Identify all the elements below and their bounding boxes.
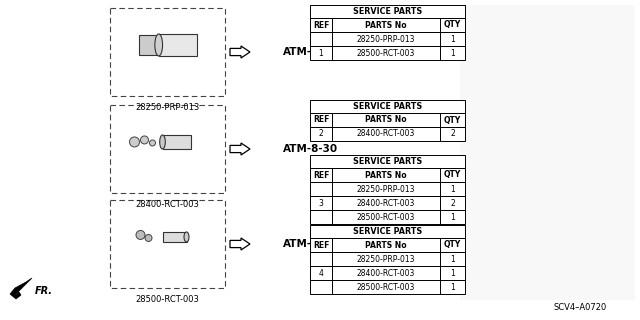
Circle shape — [145, 235, 152, 242]
Bar — [310, 238, 465, 252]
Text: 1: 1 — [450, 185, 455, 194]
Bar — [163, 135, 191, 149]
Text: 4: 4 — [319, 268, 323, 277]
Text: 28400-RCT-003: 28400-RCT-003 — [136, 200, 200, 209]
Text: 28250-PRP-013: 28250-PRP-013 — [356, 254, 415, 263]
Text: 28500-RCT-003: 28500-RCT-003 — [357, 212, 415, 221]
Text: 28400-RCT-003: 28400-RCT-003 — [357, 268, 415, 277]
Text: QTY: QTY — [444, 116, 461, 124]
Text: SERVICE PARTS: SERVICE PARTS — [353, 102, 422, 111]
Bar — [159, 34, 196, 56]
Bar — [310, 127, 465, 141]
Text: SERVICE PARTS: SERVICE PARTS — [353, 157, 422, 166]
Text: 1: 1 — [450, 212, 455, 221]
Circle shape — [150, 140, 156, 146]
Text: PARTS No: PARTS No — [365, 241, 407, 250]
Text: PARTS No: PARTS No — [365, 116, 407, 124]
Text: 28500-RCT-003: 28500-RCT-003 — [357, 283, 415, 292]
Bar — [310, 280, 465, 294]
Text: REF: REF — [313, 20, 329, 29]
Text: 2: 2 — [450, 198, 455, 207]
Bar — [310, 18, 465, 32]
Polygon shape — [230, 143, 250, 155]
Text: 1: 1 — [450, 49, 455, 58]
Text: SERVICE PARTS: SERVICE PARTS — [353, 7, 422, 16]
Bar — [310, 100, 465, 113]
Bar — [310, 196, 465, 210]
Text: QTY: QTY — [444, 20, 461, 29]
Text: 28400-RCT-003: 28400-RCT-003 — [357, 198, 415, 207]
Text: 3: 3 — [319, 198, 323, 207]
Text: 28500-RCT-003: 28500-RCT-003 — [136, 295, 200, 304]
Bar — [310, 210, 465, 224]
Text: 28250-PRP-013: 28250-PRP-013 — [356, 185, 415, 194]
Bar — [310, 252, 465, 266]
Bar — [310, 32, 465, 46]
Text: ATM-8-30: ATM-8-30 — [283, 144, 338, 154]
Polygon shape — [230, 46, 250, 58]
Text: 1: 1 — [450, 254, 455, 263]
Text: ATM-8-30: ATM-8-30 — [283, 239, 338, 249]
Text: ATM-7-10: ATM-7-10 — [283, 47, 339, 57]
Text: SCV4–A0720: SCV4–A0720 — [554, 303, 607, 312]
Bar — [110, 200, 225, 288]
Text: 1: 1 — [450, 268, 455, 277]
Bar — [163, 232, 186, 242]
Ellipse shape — [160, 135, 165, 149]
Polygon shape — [10, 278, 32, 299]
Bar — [460, 5, 635, 300]
Bar — [310, 46, 465, 60]
Bar — [310, 5, 465, 18]
Text: QTY: QTY — [444, 241, 461, 250]
Bar — [310, 182, 465, 196]
Text: 1: 1 — [450, 35, 455, 44]
Text: REF: REF — [313, 116, 329, 124]
Polygon shape — [230, 238, 250, 250]
Text: 1: 1 — [319, 49, 323, 58]
Text: 28250-PRP-013: 28250-PRP-013 — [356, 35, 415, 44]
Text: 2: 2 — [450, 130, 455, 139]
Circle shape — [136, 230, 145, 239]
Text: REF: REF — [313, 171, 329, 180]
Text: PARTS No: PARTS No — [365, 171, 407, 180]
Text: PARTS No: PARTS No — [365, 20, 407, 29]
Text: 28400-RCT-003: 28400-RCT-003 — [357, 130, 415, 139]
Text: QTY: QTY — [444, 171, 461, 180]
Circle shape — [141, 136, 148, 144]
Text: 28500-RCT-003: 28500-RCT-003 — [357, 49, 415, 58]
Text: FR.: FR. — [35, 286, 53, 296]
Text: 28250-PRP-013: 28250-PRP-013 — [136, 103, 200, 112]
Text: SERVICE PARTS: SERVICE PARTS — [353, 227, 422, 236]
Bar — [310, 225, 465, 238]
Circle shape — [129, 137, 140, 147]
Text: REF: REF — [313, 241, 329, 250]
Text: 1: 1 — [450, 283, 455, 292]
Ellipse shape — [184, 232, 189, 242]
FancyBboxPatch shape — [139, 35, 159, 55]
Text: 2: 2 — [319, 130, 323, 139]
Ellipse shape — [155, 34, 163, 56]
Bar — [310, 155, 465, 168]
Bar — [110, 8, 225, 96]
Bar — [310, 266, 465, 280]
Bar — [310, 168, 465, 182]
Bar — [110, 105, 225, 193]
Bar — [310, 113, 465, 127]
